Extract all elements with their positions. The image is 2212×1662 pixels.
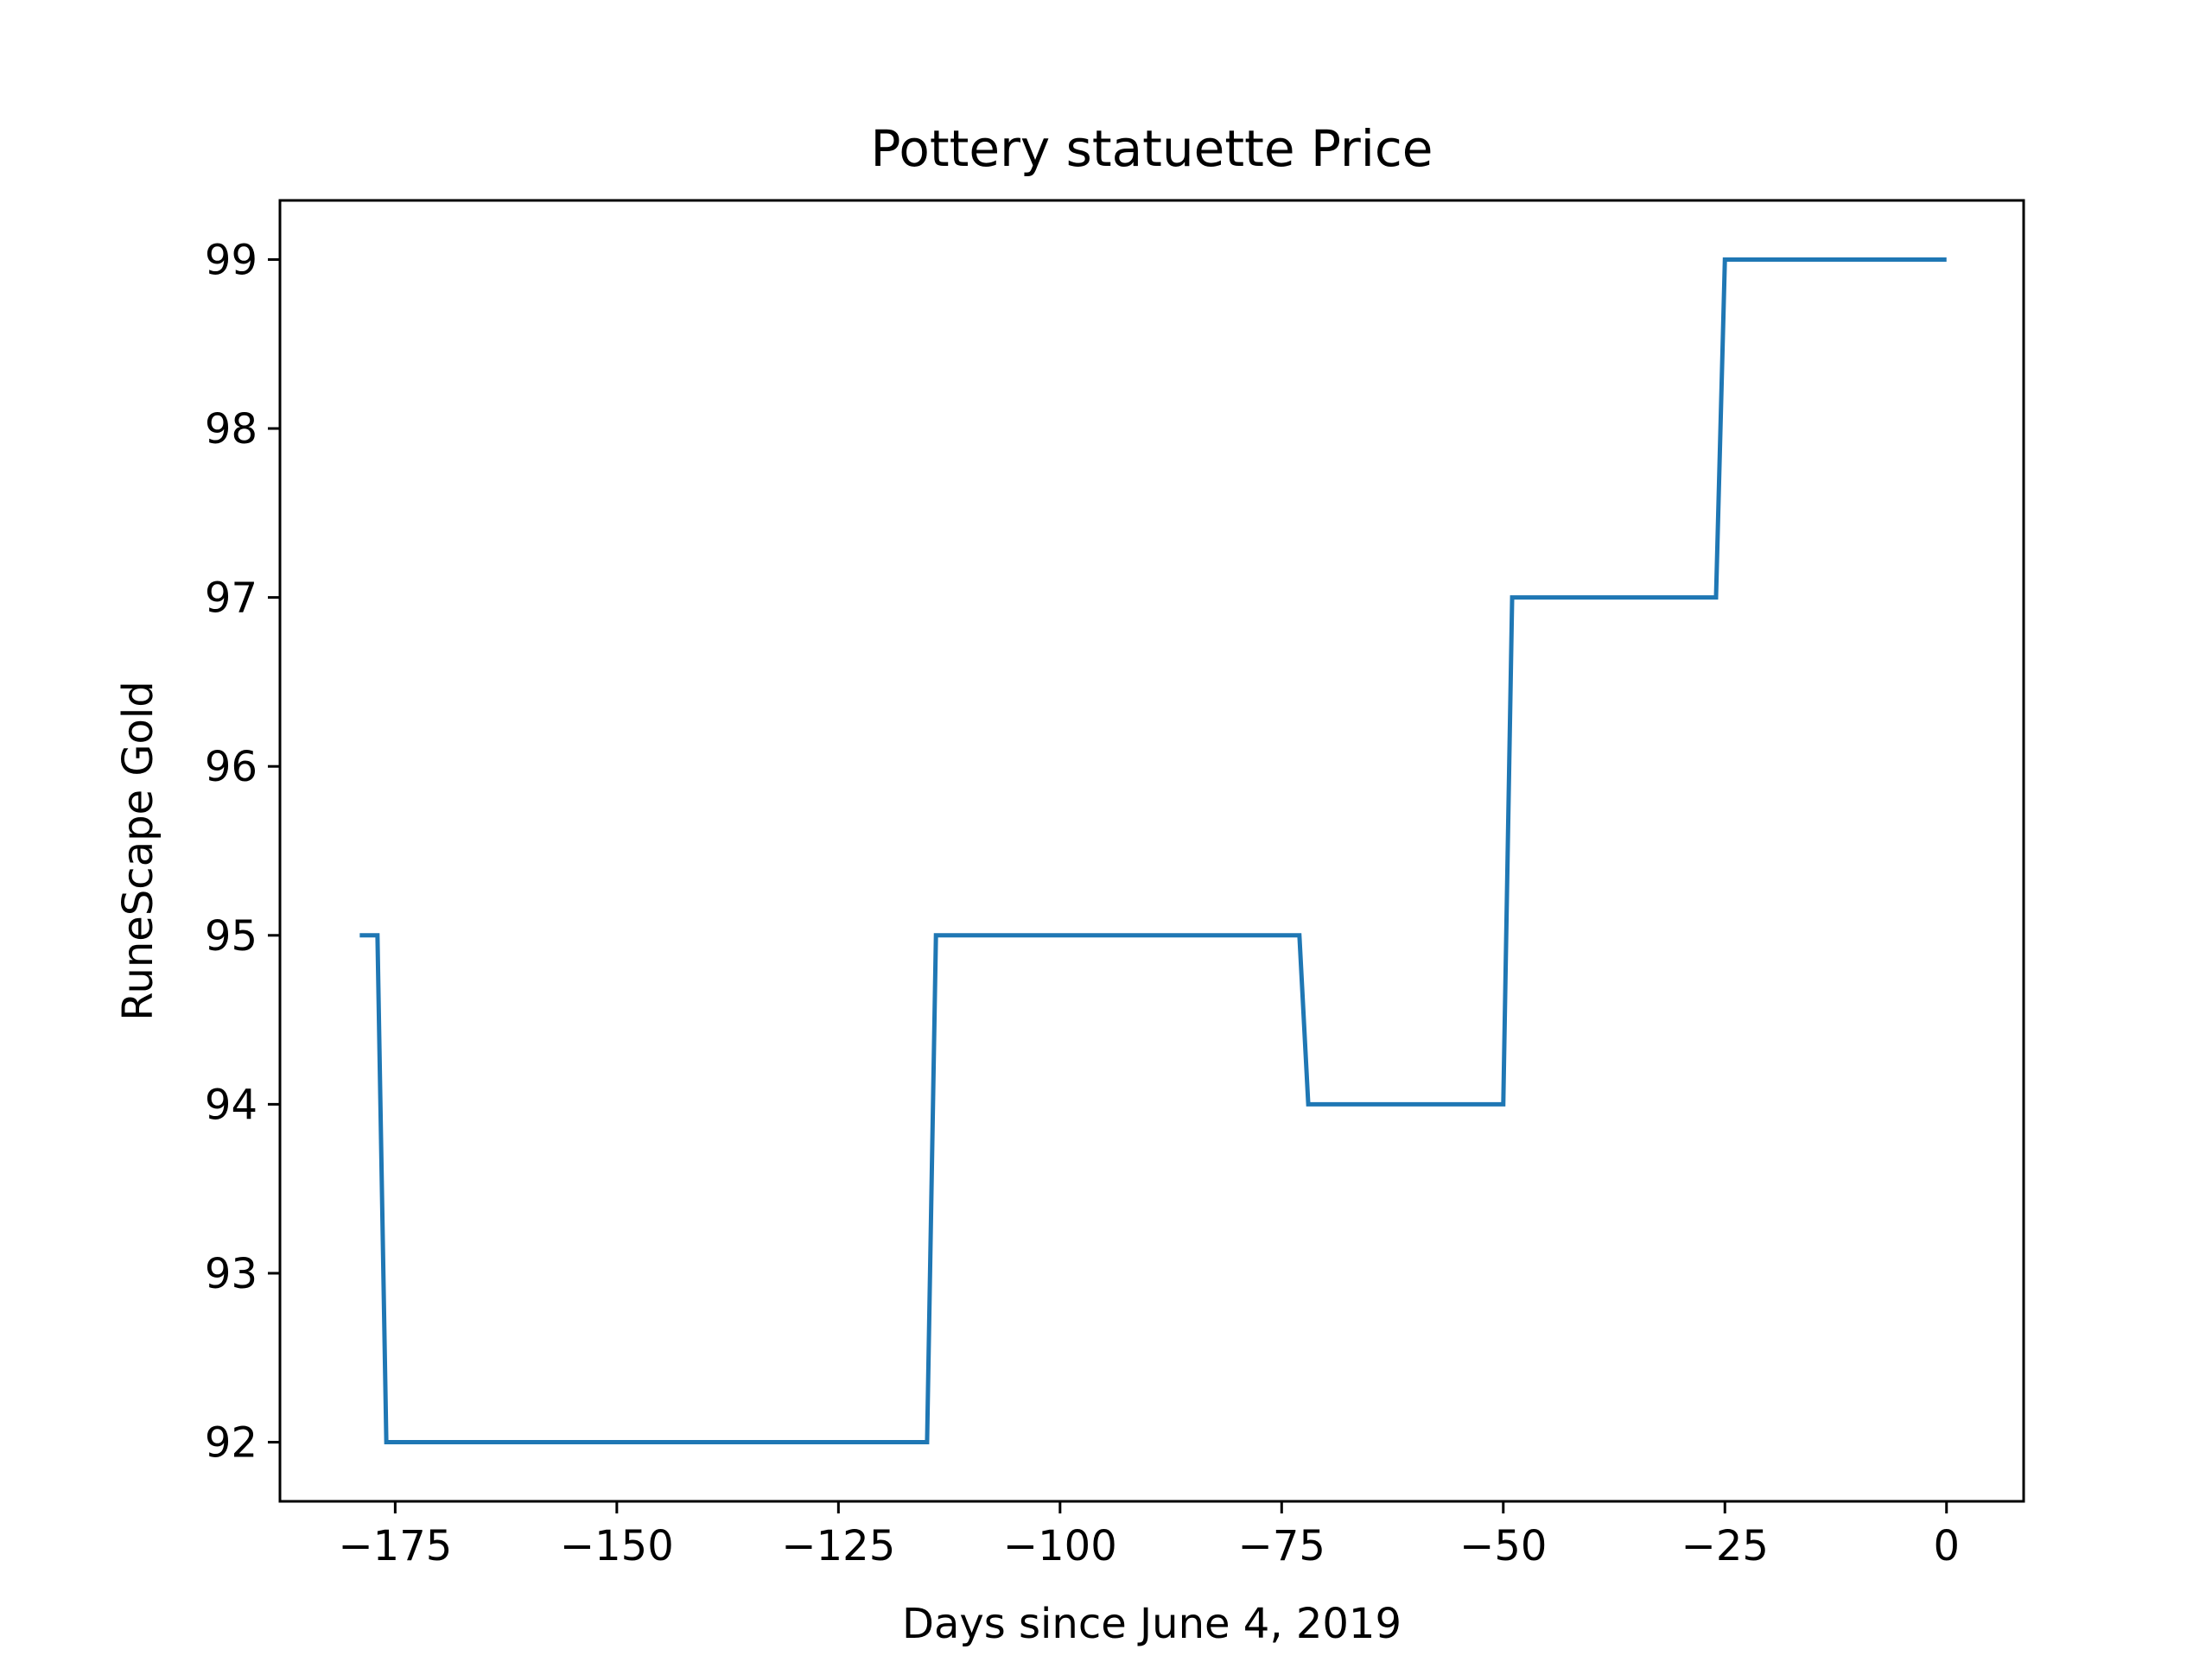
y-tick-label: 92 — [205, 1419, 257, 1468]
plot-area — [359, 257, 1947, 1445]
y-axis: 92 93 94 95 96 97 98 99 — [205, 236, 280, 1468]
y-tick-label: 94 — [205, 1081, 257, 1129]
chart-title: Pottery statuette Price — [871, 119, 1433, 178]
x-tick-label: −125 — [781, 1522, 895, 1570]
x-tick-label: −150 — [560, 1522, 674, 1570]
y-axis-label: RuneScape Gold — [114, 681, 162, 1020]
x-tick-label: −100 — [1003, 1522, 1117, 1570]
x-tick-label: −175 — [338, 1522, 452, 1570]
y-tick-label: 97 — [205, 574, 257, 623]
x-tick-label: −75 — [1238, 1522, 1325, 1570]
series-line-0 — [359, 257, 1947, 1445]
y-tick-label: 95 — [205, 912, 257, 961]
x-tick-label: −25 — [1681, 1522, 1769, 1570]
x-tick-label: −50 — [1459, 1522, 1547, 1570]
y-tick-label: 93 — [205, 1250, 257, 1298]
plot-frame — [278, 199, 2025, 1503]
y-tick-label: 99 — [205, 236, 257, 284]
x-axis-label: Days since June 4, 2019 — [902, 1600, 1402, 1648]
x-tick-label: 0 — [1933, 1522, 1960, 1570]
y-tick-label: 96 — [205, 743, 257, 791]
y-tick-label: 98 — [205, 405, 257, 454]
x-axis: −175 −150 −125 −100 −75 −50 −25 0 — [338, 1501, 1960, 1570]
